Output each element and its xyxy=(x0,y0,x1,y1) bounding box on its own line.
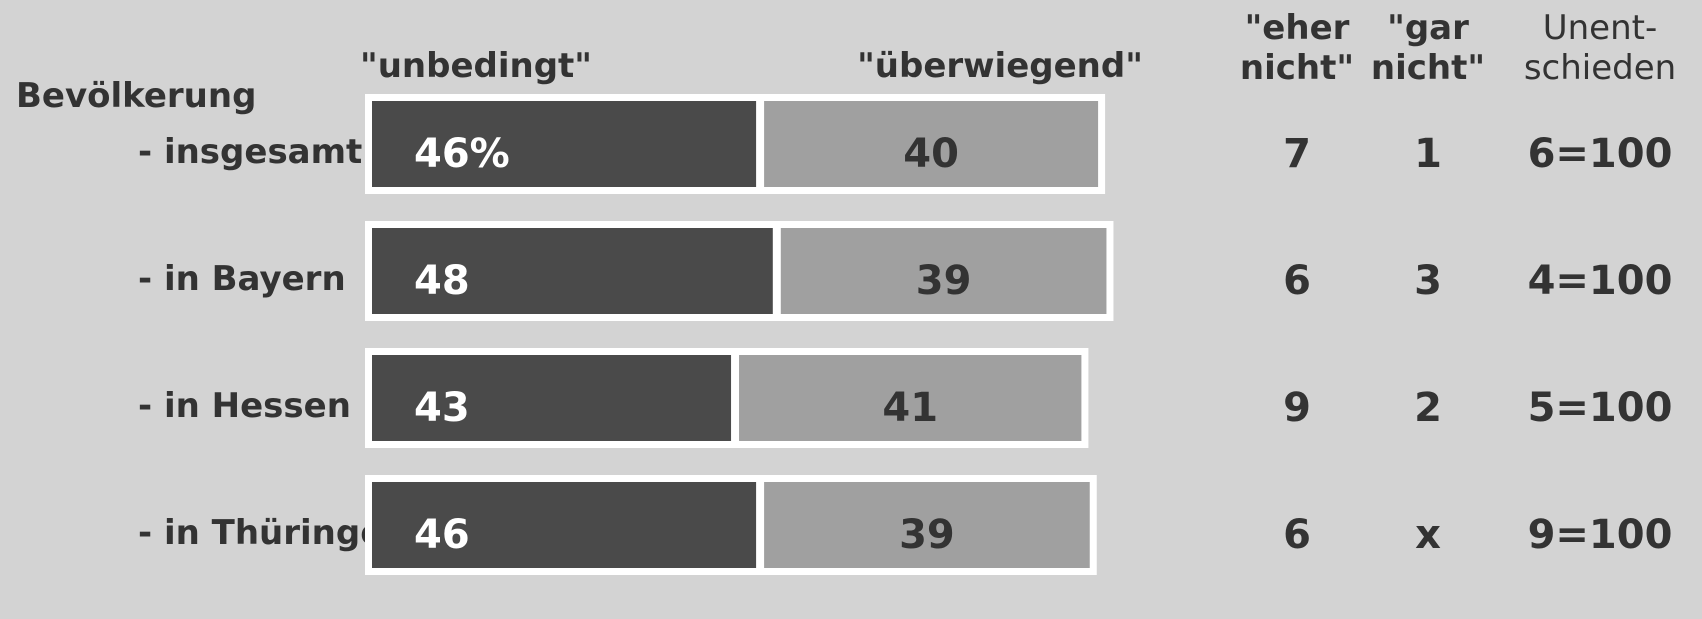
column-header: nicht" xyxy=(1240,48,1354,88)
column-value: 5=100 xyxy=(1528,385,1673,431)
column-value: 9=100 xyxy=(1528,512,1673,558)
bar-segment xyxy=(372,228,773,314)
bar-segment xyxy=(372,355,732,441)
bar-label: 43 xyxy=(414,385,470,431)
column-value: 3 xyxy=(1414,258,1442,304)
column-value: 7 xyxy=(1283,131,1311,177)
bar-label: 46 xyxy=(414,512,470,558)
column-value: 6 xyxy=(1283,258,1311,304)
bar-label: 46% xyxy=(414,131,510,177)
bar-label: 39 xyxy=(916,258,972,304)
column-value: 1 xyxy=(1414,131,1442,177)
bar-label: 40 xyxy=(903,131,959,177)
bar-label: 41 xyxy=(882,385,938,431)
bar-segment xyxy=(764,482,1090,568)
bar-segment xyxy=(739,355,1082,441)
category-label: - in Hessen xyxy=(138,386,351,426)
bar-segment xyxy=(372,482,757,568)
bar-segment xyxy=(780,228,1107,314)
bar-label: 39 xyxy=(899,512,955,558)
column-header: nicht" xyxy=(1371,48,1485,88)
series-header: "unbedingt" xyxy=(360,46,592,86)
column-header: "gar xyxy=(1387,8,1469,48)
bar-segment xyxy=(764,101,1099,187)
series-header: "überwiegend" xyxy=(857,46,1143,86)
column-header: "eher xyxy=(1245,8,1350,48)
column-value: 6=100 xyxy=(1528,131,1673,177)
group-label: Bevölkerung xyxy=(16,76,256,116)
column-value: x xyxy=(1415,512,1441,558)
column-header: Unent- xyxy=(1543,8,1658,48)
column-header: schieden xyxy=(1524,48,1676,88)
category-label: - in Bayern xyxy=(138,259,346,299)
bar-label: 48 xyxy=(414,258,470,304)
category-label: - insgesamt xyxy=(138,132,362,172)
column-value: 9 xyxy=(1283,385,1311,431)
column-value: 6 xyxy=(1283,512,1311,558)
category-label: - in Thüringen xyxy=(138,513,407,553)
bar-segment xyxy=(372,101,757,187)
column-value: 4=100 xyxy=(1528,258,1673,304)
column-value: 2 xyxy=(1414,385,1442,431)
